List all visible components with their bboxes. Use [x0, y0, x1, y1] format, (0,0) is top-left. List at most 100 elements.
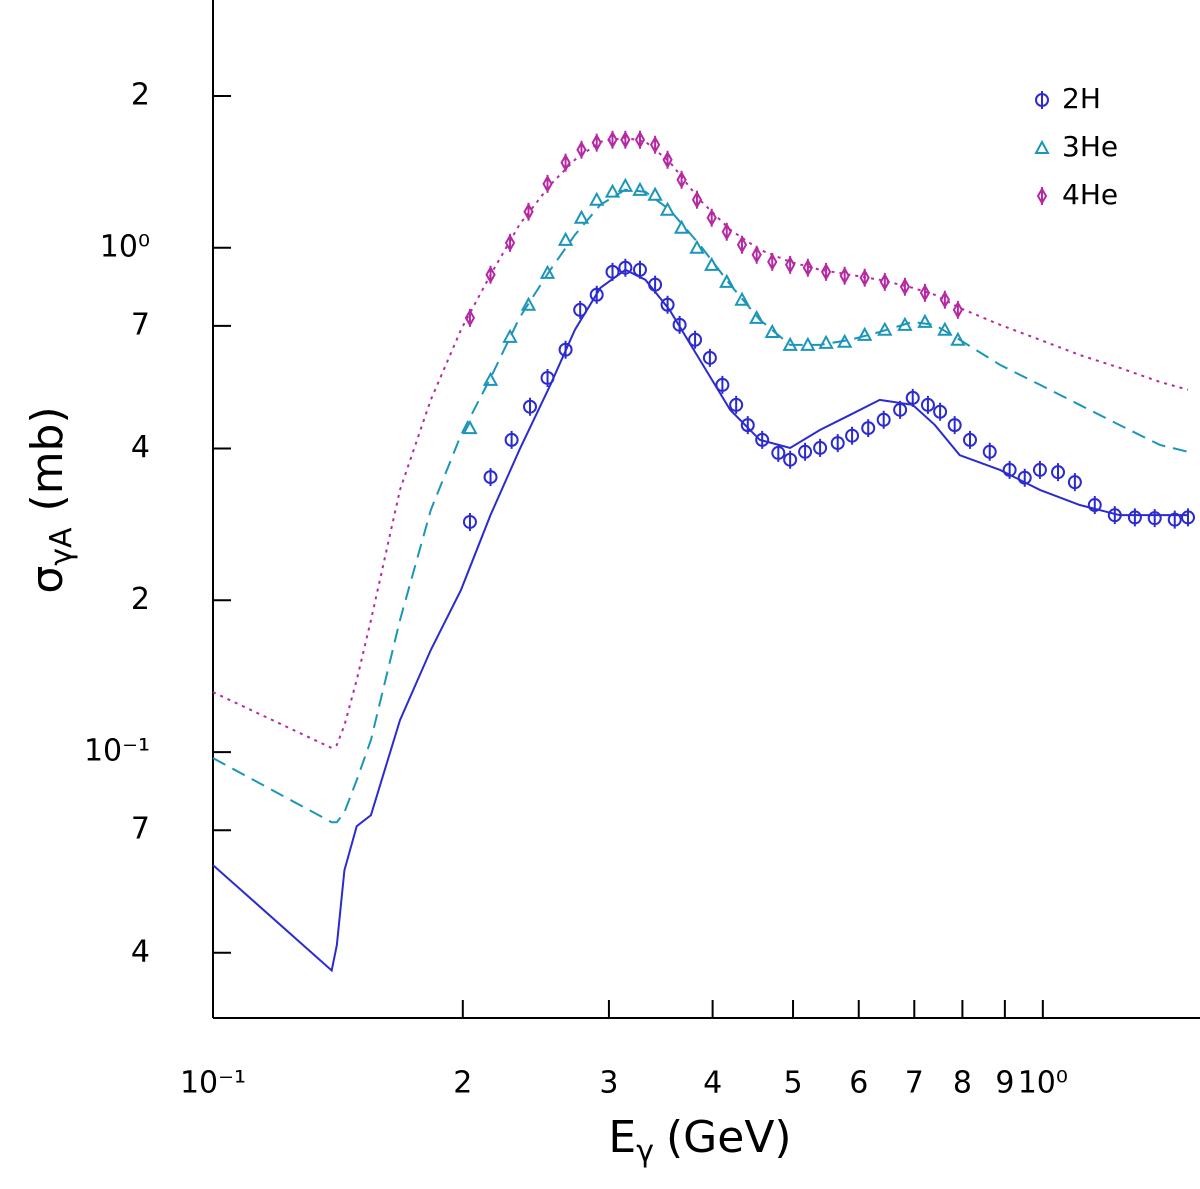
data-point [672, 315, 687, 334]
data-point [836, 333, 853, 348]
data-point [539, 264, 556, 279]
data-point [573, 209, 590, 224]
data-point [859, 268, 870, 287]
data-point [502, 328, 518, 343]
x-tick-label: 3 [599, 1066, 618, 1101]
data-point [558, 340, 573, 359]
data-point [897, 316, 913, 331]
legend-marker [1034, 139, 1050, 154]
data-point [919, 283, 931, 302]
data-point [845, 426, 860, 445]
data-point [734, 291, 750, 306]
data-point [751, 245, 762, 264]
data-point [820, 262, 832, 281]
data-point [702, 348, 717, 367]
data-point [917, 313, 933, 328]
data-point [861, 419, 876, 438]
data-point [485, 265, 496, 284]
y-tick-label: 2 [131, 77, 150, 112]
y-tick-label: 10⁰ [100, 229, 150, 264]
data-point [755, 430, 770, 449]
data-point [721, 222, 732, 241]
x-title-sub: γ [636, 1134, 654, 1169]
data-point [729, 395, 744, 414]
data-point [1067, 473, 1082, 492]
data-point [740, 416, 755, 435]
data-point [830, 434, 845, 453]
data-point [1017, 468, 1032, 487]
data-point [557, 231, 574, 246]
data-point [879, 272, 890, 291]
data-point [899, 277, 911, 296]
data-point [783, 450, 798, 469]
data-point [689, 239, 705, 254]
x-title-unit: (GeV) [666, 1112, 792, 1163]
data-point [1087, 496, 1102, 515]
data-point [719, 273, 735, 288]
data-point [605, 262, 620, 281]
data-point [947, 416, 962, 435]
data-point [771, 443, 786, 462]
data-point [591, 133, 602, 152]
fit-curve [212, 268, 1188, 973]
data-point [933, 402, 948, 421]
data-point [736, 235, 748, 254]
data-point [647, 186, 663, 201]
data-point [802, 258, 814, 277]
x-tick-label: 6 [849, 1066, 868, 1101]
x-tick-label: 4 [703, 1066, 722, 1101]
data-point [464, 308, 476, 327]
y-axis-title: σγA (mb) [22, 406, 79, 593]
legend-label: 4He [1062, 178, 1118, 211]
data-point [1147, 509, 1162, 528]
data-point [632, 181, 648, 196]
data-point [659, 201, 676, 216]
data-point [748, 309, 765, 324]
data-point [673, 219, 690, 234]
data-point [560, 153, 571, 172]
data-point [1032, 460, 1047, 479]
data-point [1127, 508, 1142, 527]
data-point [483, 468, 498, 487]
data-point [839, 266, 850, 285]
data-point [462, 512, 477, 531]
data-point [818, 334, 834, 349]
data-point [589, 285, 604, 304]
data-point [1167, 510, 1182, 529]
data-point [982, 442, 997, 461]
y-tick-label: 10⁻¹ [84, 734, 150, 769]
data-point [482, 371, 499, 386]
data-point [952, 300, 964, 319]
data-point [877, 321, 893, 336]
x-tick-label: 2 [453, 1066, 472, 1101]
data-point [950, 331, 966, 346]
x-tick-label: 10⁻¹ [180, 1066, 246, 1101]
data-point [523, 397, 538, 416]
y-title-sub: γA [44, 527, 79, 566]
data-point [767, 252, 778, 271]
data-point [576, 140, 587, 159]
data-point [589, 191, 605, 206]
data-point [620, 130, 631, 149]
data-point [857, 326, 873, 341]
legend-marker [1035, 91, 1050, 109]
data-point [784, 255, 796, 274]
y-tick-label: 4 [131, 430, 150, 465]
data-point [706, 208, 717, 227]
data-point [1051, 463, 1066, 482]
fit-curve [212, 136, 1189, 750]
data-point [660, 295, 675, 314]
y-title-unit: (mb) [22, 406, 73, 511]
x-tick-label: 8 [953, 1066, 972, 1101]
y-title-main: σ [22, 566, 73, 594]
data-point [523, 202, 534, 221]
data-point [800, 336, 816, 351]
data-point [813, 438, 828, 457]
x-title-main: E [608, 1112, 636, 1163]
data-point [1181, 508, 1196, 527]
data-point [715, 375, 730, 394]
data-point [939, 290, 951, 309]
data-point [876, 410, 891, 429]
data-point [1107, 506, 1122, 525]
